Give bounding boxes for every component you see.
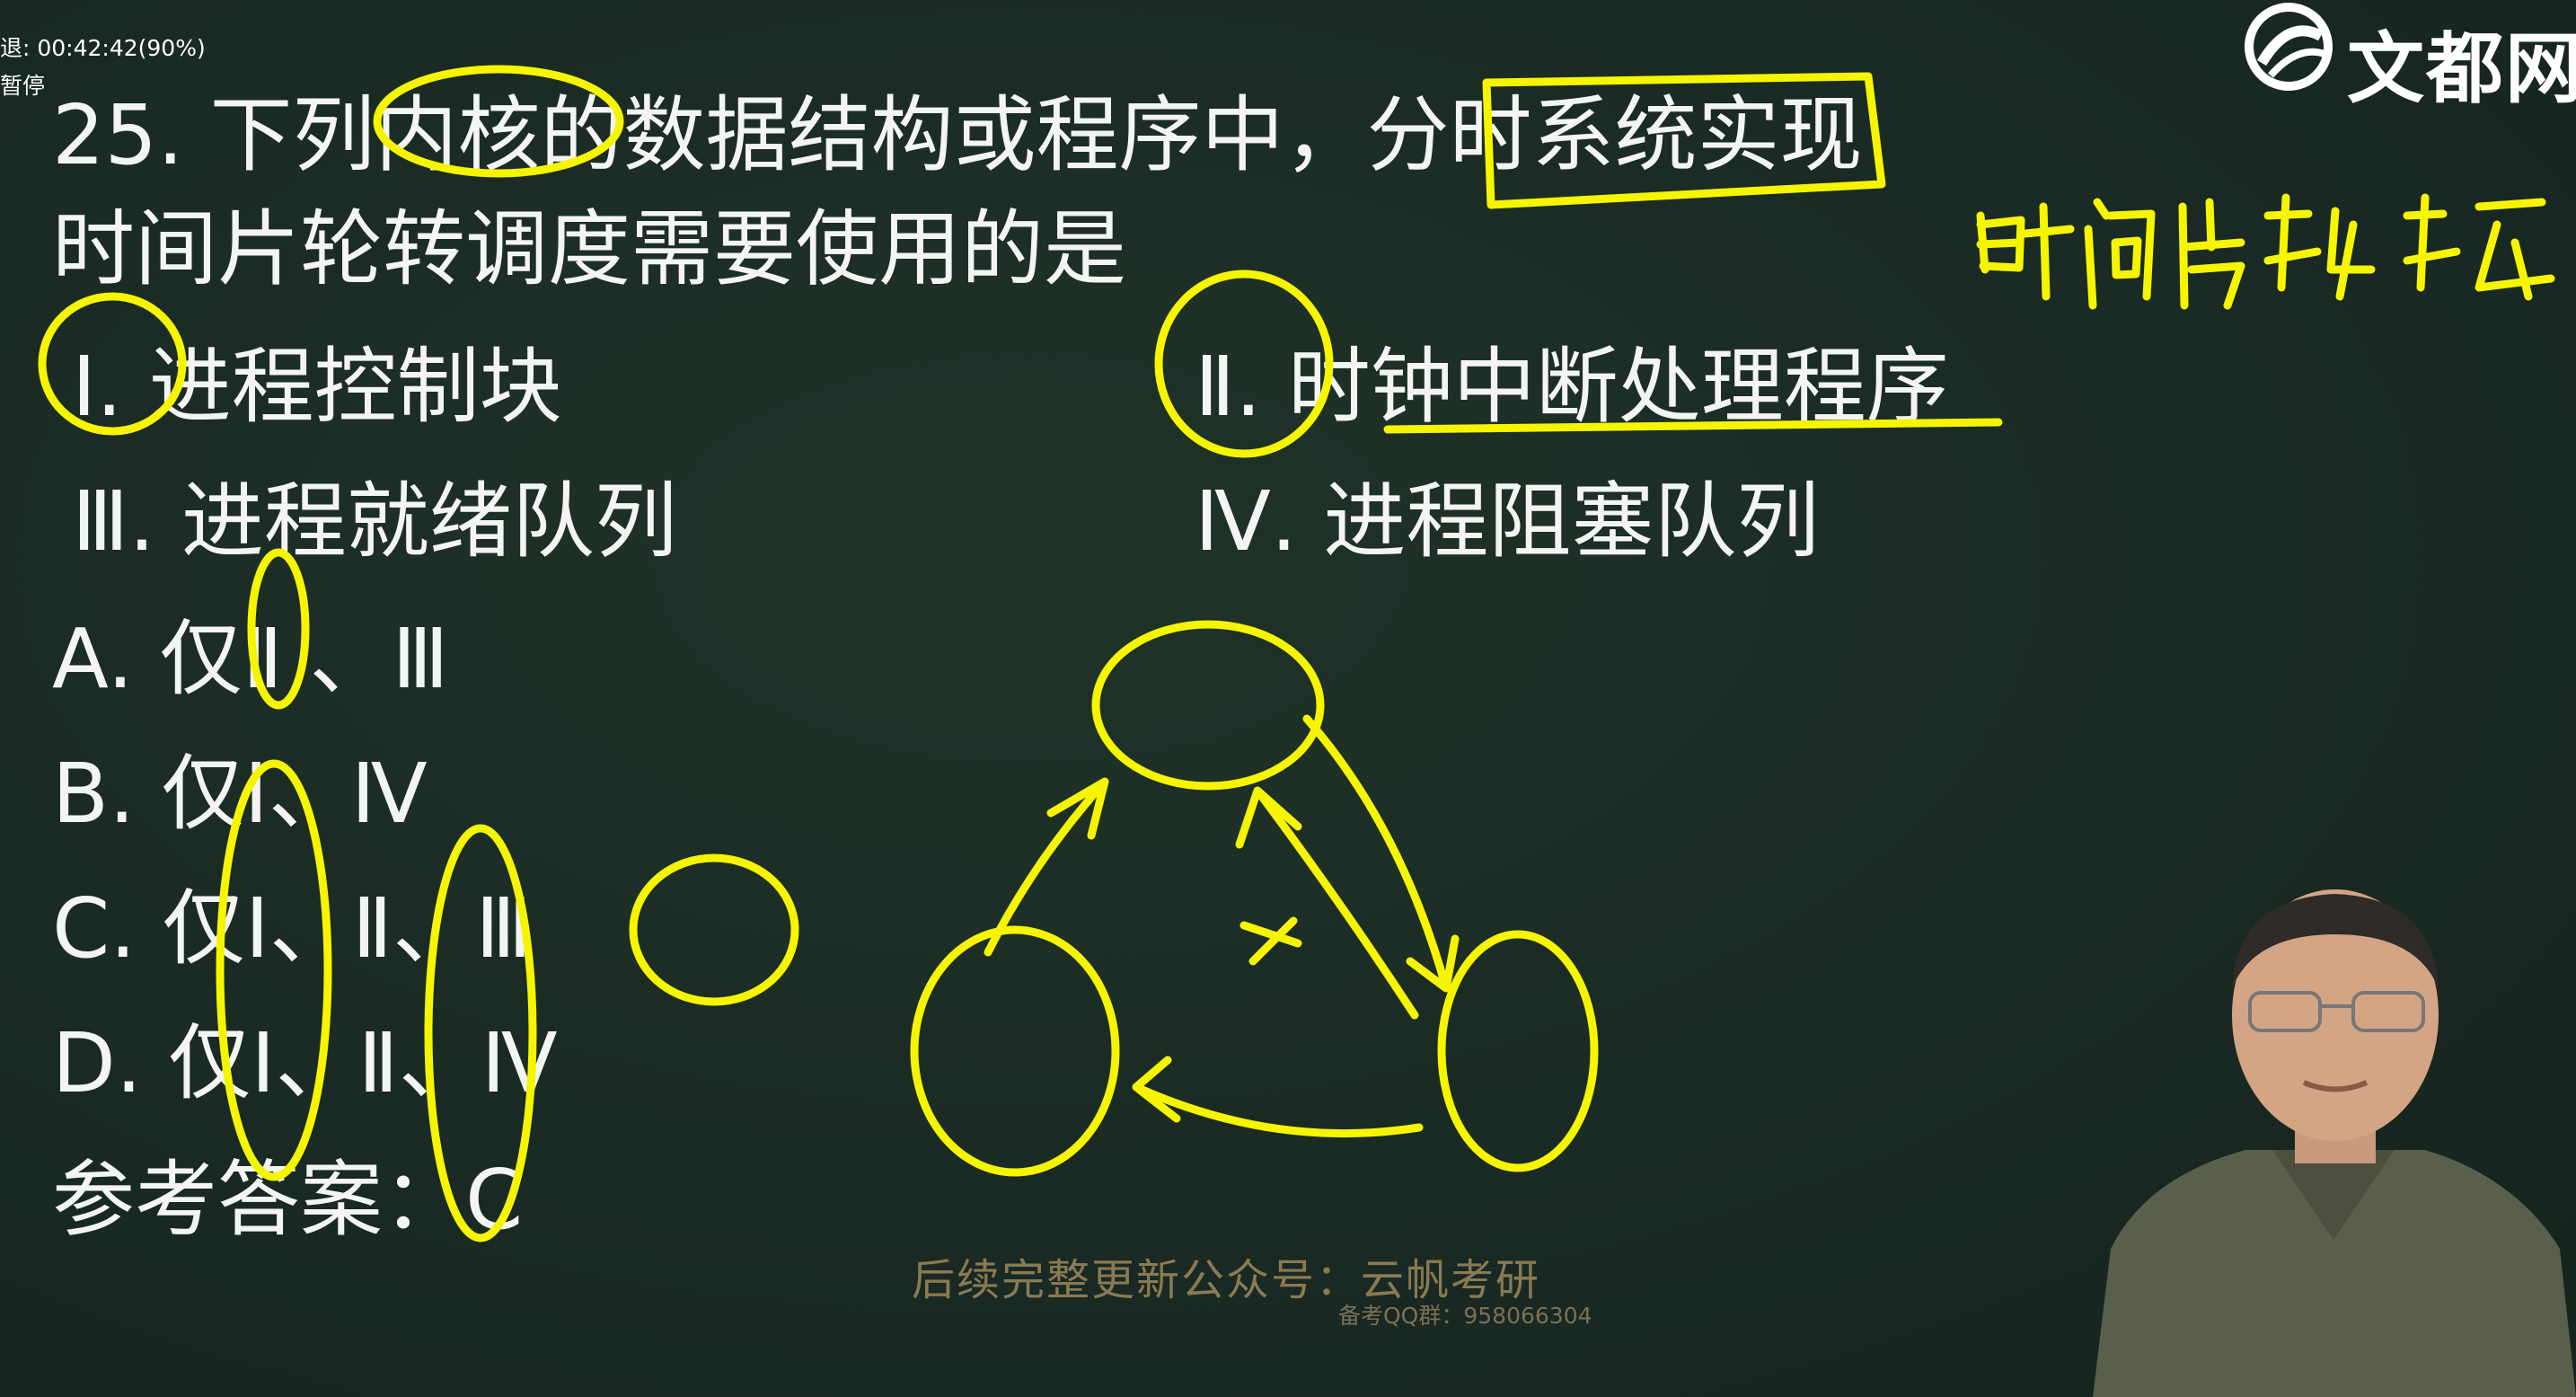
ink-arrow-right-left	[1132, 1056, 1424, 1138]
ink-arrow-top-right	[1302, 714, 1460, 993]
ink-circle-choice-c3	[629, 853, 799, 1006]
ink-x-mark	[1239, 916, 1302, 966]
ink-circle-item1	[38, 292, 187, 436]
ink-state-top	[1091, 620, 1325, 791]
pause-status: 暂停	[0, 73, 46, 99]
ink-state-left	[910, 925, 1120, 1177]
ink-state-right	[1437, 930, 1599, 1172]
ink-circle-col1	[216, 759, 332, 1181]
choice-c: C. 仅Ⅰ、Ⅱ、Ⅲ	[52, 880, 533, 977]
playback-status: 退: 00:42:42(90%)	[0, 35, 206, 61]
choice-d: D. 仅Ⅰ、Ⅱ、Ⅳ	[52, 1015, 558, 1111]
ink-arrow-left-top	[984, 777, 1109, 957]
item-4: Ⅳ. 进程阻塞队列	[1195, 473, 1820, 570]
watermark-line-2: 备考QQ群：958066304	[1338, 1303, 1592, 1329]
question-line-2: 时间片轮转调度需要使用的是	[52, 201, 1127, 297]
ink-circle-choice-a	[247, 548, 310, 710]
ink-box-timesharing	[1482, 72, 1886, 209]
ink-underline-clock	[1383, 418, 2003, 434]
item-2: Ⅱ. 时钟中断处理程序	[1195, 339, 1949, 435]
question-line-1: 25. 下列内核的数据结构或程序中，分时系统实现	[52, 87, 1863, 183]
swirl-icon	[2245, 3, 2333, 91]
brand-logo: 文都网	[2235, 0, 2576, 114]
ink-arrow-right-top	[1235, 786, 1419, 1020]
ink-circle-col2	[424, 824, 537, 1242]
ink-circle-item2	[1154, 270, 1334, 458]
ink-circle-kernel	[373, 65, 624, 178]
watermark-line-1: 后续完整更新公众号：云帆考研	[912, 1255, 1541, 1305]
presenter-video	[2093, 889, 2576, 1397]
brand-name: 文都网	[2347, 24, 2576, 114]
item-3: Ⅲ. 进程就绪队列	[72, 473, 677, 570]
ink-handwritten-note	[1976, 193, 2555, 310]
